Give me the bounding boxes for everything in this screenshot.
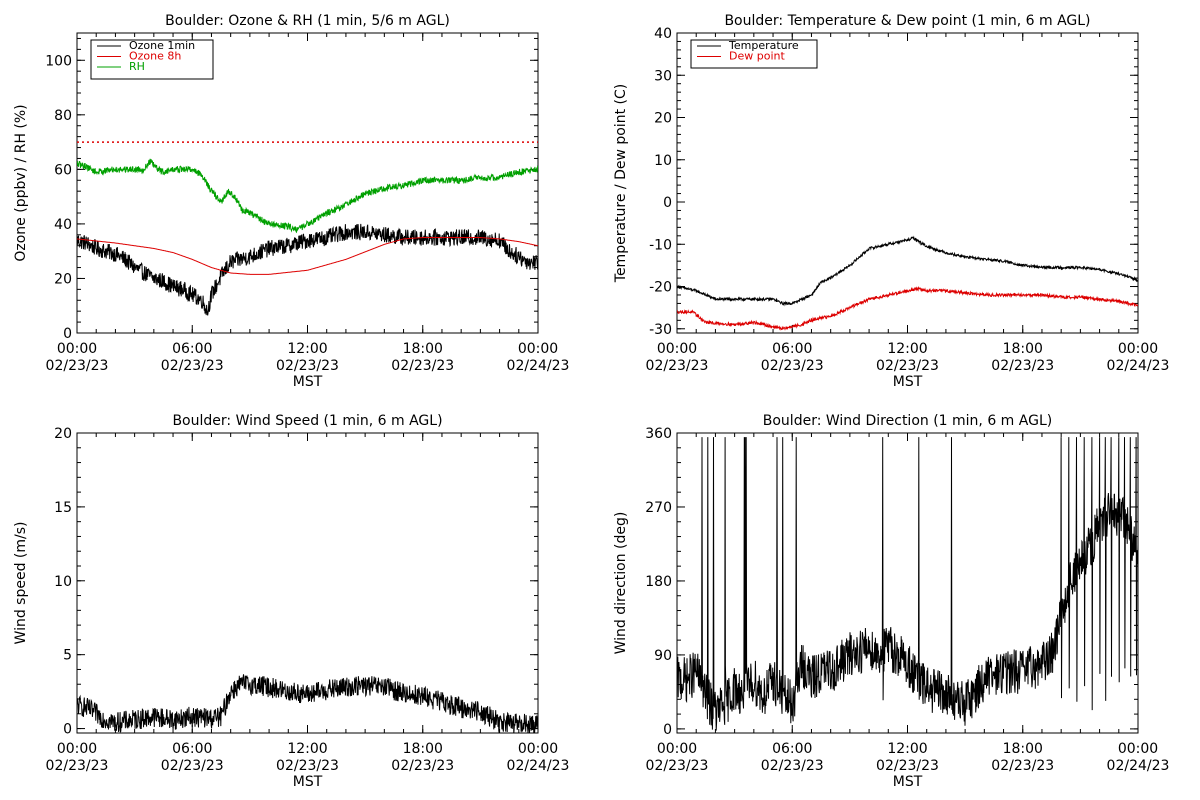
y-tick-label: 40 <box>654 26 672 42</box>
x-tick-date: 02/23/23 <box>761 758 824 774</box>
x-tick-date: 02/23/23 <box>46 758 109 774</box>
y-tick-label: -10 <box>649 237 672 253</box>
series-line-3 <box>77 158 538 234</box>
y-tick-label: 15 <box>54 500 72 516</box>
y-tick-label: 360 <box>645 426 672 442</box>
x-tick-date: 02/23/23 <box>391 758 454 774</box>
y-axis-label: Ozone (ppbv) / RH (%) <box>13 104 29 261</box>
chart-title: Boulder: Wind Direction (1 min, 6 m AGL) <box>763 413 1052 429</box>
x-tick-time: 06:00 <box>772 341 812 357</box>
chart-title: Boulder: Temperature & Dew point (1 min,… <box>724 13 1090 29</box>
x-axis-label: MST <box>293 774 323 790</box>
y-tick-label: 60 <box>54 162 72 178</box>
y-tick-label: 30 <box>654 68 672 84</box>
chart-title: Boulder: Ozone & RH (1 min, 5/6 m AGL) <box>165 13 450 29</box>
y-tick-label: 180 <box>645 574 672 590</box>
chart-panel-1: Boulder: Ozone & RH (1 min, 5/6 m AGL)02… <box>13 13 569 390</box>
x-tick-date: 02/23/23 <box>646 358 709 374</box>
y-tick-label: 270 <box>645 500 672 516</box>
series-line-1 <box>77 223 538 316</box>
y-tick-label: 100 <box>45 53 72 69</box>
x-tick-time: 00:00 <box>518 341 558 357</box>
x-tick-time: 18:00 <box>1003 341 1043 357</box>
x-tick-time: 06:00 <box>172 741 212 757</box>
x-tick-date: 02/24/23 <box>1107 758 1170 774</box>
x-tick-date: 02/23/23 <box>46 358 109 374</box>
y-tick-label: 80 <box>54 108 72 124</box>
x-tick-date: 02/24/23 <box>1107 358 1170 374</box>
x-tick-date: 02/23/23 <box>276 758 339 774</box>
series-line-1 <box>77 674 538 733</box>
x-tick-date: 02/23/23 <box>876 758 939 774</box>
y-tick-label: 20 <box>654 111 672 127</box>
x-tick-date: 02/24/23 <box>507 358 570 374</box>
x-tick-time: 12:00 <box>887 341 927 357</box>
y-axis-label: Wind speed (m/s) <box>13 522 29 645</box>
x-tick-date: 02/23/23 <box>991 758 1054 774</box>
x-tick-time: 00:00 <box>518 741 558 757</box>
y-tick-label: -30 <box>649 322 672 338</box>
x-tick-time: 00:00 <box>1118 341 1158 357</box>
chart-title: Boulder: Wind Speed (1 min, 6 m AGL) <box>172 413 442 429</box>
legend-label: Dew point <box>729 50 785 63</box>
legend-label: Ozone 1min <box>129 39 195 52</box>
x-tick-time: 12:00 <box>887 741 927 757</box>
series-line-1 <box>677 437 1138 731</box>
x-tick-date: 02/23/23 <box>391 358 454 374</box>
x-tick-time: 12:00 <box>287 341 327 357</box>
x-tick-time: 00:00 <box>57 341 97 357</box>
x-tick-date: 02/23/23 <box>991 358 1054 374</box>
x-axis-label: MST <box>293 374 323 390</box>
y-tick-label: 20 <box>54 271 72 287</box>
legend-label: RH <box>129 60 145 73</box>
x-tick-time: 06:00 <box>172 341 212 357</box>
x-tick-time: 18:00 <box>1003 741 1043 757</box>
x-tick-time: 06:00 <box>772 741 812 757</box>
x-tick-time: 18:00 <box>403 741 443 757</box>
x-axis-label: MST <box>893 774 923 790</box>
x-tick-time: 00:00 <box>1118 741 1158 757</box>
chart-panel-3: Boulder: Wind Speed (1 min, 6 m AGL) 0 5 10… <box>13 413 569 790</box>
y-tick-label: 0 <box>63 326 72 342</box>
x-tick-date: 02/23/23 <box>876 358 939 374</box>
y-tick-label: 10 <box>54 574 72 590</box>
y-tick-label: 5 <box>63 648 72 664</box>
y-axis-label: Wind direction (deg) <box>613 512 629 655</box>
x-tick-date: 02/23/23 <box>646 758 709 774</box>
y-tick-label: 10 <box>654 153 672 169</box>
series-line-2 <box>77 237 538 275</box>
y-axis-label: Temperature / Dew point (C) <box>613 84 629 283</box>
plot-frame <box>676 32 1139 334</box>
chart-panel-4: Boulder: Wind Direction (1 min, 6 m AGL)… <box>613 413 1169 790</box>
legend-label: Ozone 8h <box>129 50 181 63</box>
x-tick-date: 02/23/23 <box>161 358 224 374</box>
y-tick-label: -20 <box>649 280 672 296</box>
y-tick-label: 0 <box>663 722 672 738</box>
x-tick-time: 00:00 <box>657 741 697 757</box>
legend-box <box>690 39 818 69</box>
y-tick-label: 0 <box>63 722 72 738</box>
series-line-1 <box>677 235 1138 307</box>
x-axis-label: MST <box>893 374 923 390</box>
y-tick-label: 0 <box>663 195 672 211</box>
x-tick-date: 02/23/23 <box>761 358 824 374</box>
y-tick-label: 40 <box>54 217 72 233</box>
chart-panel-2: Boulder: Temperature & Dew point (1 min,… <box>613 13 1169 390</box>
x-tick-time: 12:00 <box>287 741 327 757</box>
x-tick-time: 00:00 <box>657 341 697 357</box>
legend-label: Temperature <box>728 39 799 52</box>
x-tick-time: 00:00 <box>57 741 97 757</box>
y-tick-label: 90 <box>654 648 672 664</box>
x-tick-date: 02/23/23 <box>276 358 339 374</box>
x-tick-time: 18:00 <box>403 341 443 357</box>
x-tick-date: 02/23/23 <box>161 758 224 774</box>
series-line-2 <box>677 285 1138 331</box>
y-tick-label: 20 <box>54 426 72 442</box>
x-tick-date: 02/24/23 <box>507 758 570 774</box>
